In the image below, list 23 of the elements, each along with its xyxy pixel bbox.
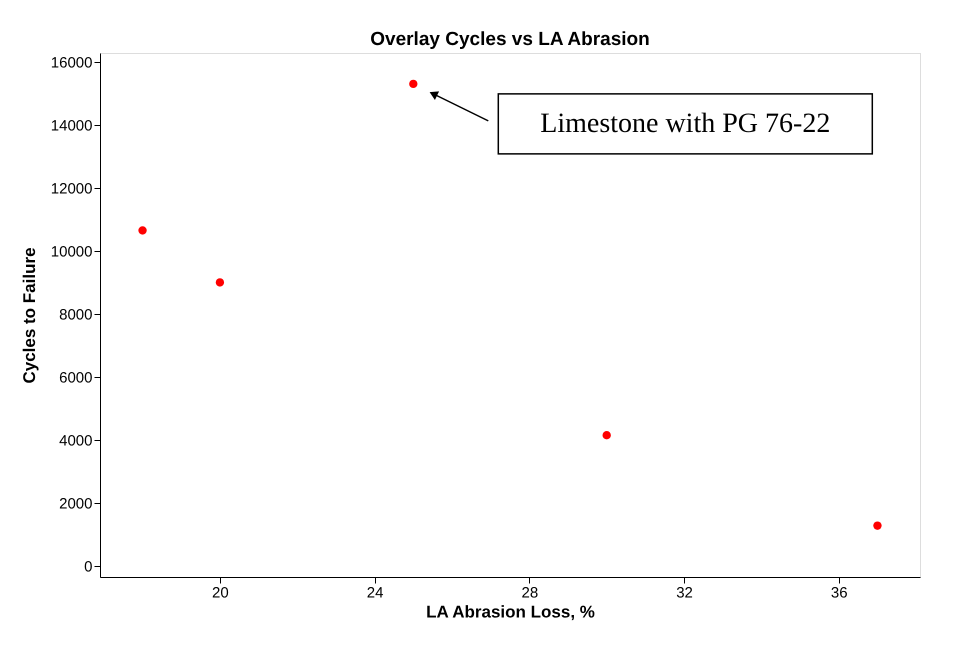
point [409, 80, 418, 88]
point [602, 431, 611, 440]
y-tick-label: 2000 [59, 495, 92, 512]
y-tick-label: 14000 [50, 117, 92, 134]
y-tick-label: 8000 [59, 306, 92, 324]
point [216, 278, 224, 287]
point [138, 226, 147, 235]
y-tick-label: 10000 [50, 243, 92, 260]
y-tick-label: 4000 [59, 432, 92, 450]
chart-title: Overlay Cycles vs LA Abrasion [370, 29, 650, 50]
y-tick-label: 6000 [59, 369, 92, 386]
x-tick-label: 24 [366, 584, 384, 602]
y-tick-label: 16000 [50, 54, 92, 72]
annotation: Limestone with PG 76-22 [540, 108, 830, 139]
x-tick-label: 20 [212, 584, 229, 602]
x-axis-title: LA Abrasion Loss, % [426, 602, 595, 622]
point [873, 521, 882, 530]
x-tick-label: 28 [521, 584, 538, 602]
y-tick-label: 0 [84, 558, 92, 576]
y-tick-label: 12000 [50, 180, 92, 198]
x-tick-label: 32 [676, 584, 693, 602]
x-tick-label: 36 [830, 584, 848, 602]
y-axis-title: Cycles to Failure [20, 247, 39, 384]
